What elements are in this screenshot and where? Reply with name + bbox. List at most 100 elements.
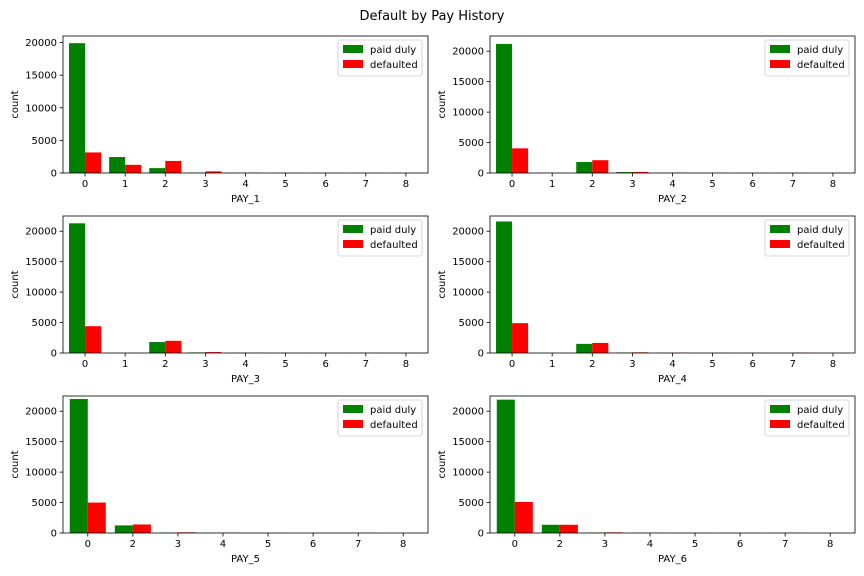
bar-paid-duly-0: [496, 43, 513, 173]
legend-swatch: [343, 60, 363, 68]
x-tick-label: 6: [323, 359, 329, 370]
x-tick-label: 6: [750, 179, 756, 190]
bar-paid-duly-2: [576, 343, 593, 353]
x-tick-label: 7: [355, 539, 361, 550]
x-tick-label: 6: [323, 179, 329, 190]
y-tick-label: 0: [51, 169, 57, 180]
x-tick-label: 8: [403, 359, 409, 370]
x-tick-label: 0: [82, 179, 88, 190]
x-tick-label: 5: [709, 179, 715, 190]
legend-label: defaulted: [370, 240, 418, 251]
x-tick-label: 0: [509, 359, 515, 370]
bar-paid-duly-2: [149, 342, 166, 353]
bar-defaulted-3: [632, 171, 649, 173]
y-tick-label: 10000: [452, 108, 484, 119]
x-tick-label: 4: [242, 359, 248, 370]
x-tick-label: 2: [162, 359, 168, 370]
bar-paid-duly-2: [149, 168, 166, 173]
legend: paid duly defaulted: [764, 39, 850, 77]
y-tick-label: 20000: [25, 38, 57, 49]
x-tick-label: 2: [589, 359, 595, 370]
subplot-pay_4: 0 1 2 3 4 5 6 7 8 0 5000 10000 15000 20000 PAY_4 count p…: [437, 215, 856, 385]
y-tick-label: 10000: [452, 288, 484, 299]
legend-swatch: [770, 420, 790, 428]
bar-defaulted-0: [85, 326, 102, 353]
legend-swatch: [770, 225, 790, 233]
bar-paid-duly-0: [69, 223, 86, 353]
x-tick-label: 2: [162, 179, 168, 190]
bar-paid-duly-0: [69, 43, 86, 174]
bar-defaulted-3: [205, 171, 222, 173]
x-tick-label: 8: [827, 539, 833, 550]
legend: paid duly defaulted: [337, 219, 423, 257]
subplot-pay_3: 0 1 2 3 4 5 6 7 8 0 5000 10000 15000 20000 PAY_3 count p…: [10, 215, 429, 385]
y-tick-label: 15000: [25, 437, 57, 448]
x-tick-label: 3: [602, 539, 608, 550]
x-tick-label: 1: [122, 359, 128, 370]
bar-paid-duly-2: [576, 162, 593, 173]
bar-defaulted-0: [512, 148, 529, 173]
x-axis-label: PAY_5: [231, 554, 260, 565]
x-axis-label: PAY_3: [231, 374, 260, 385]
x-tick-label: 1: [122, 179, 128, 190]
x-tick-label: 4: [669, 179, 675, 190]
axes-frame: [62, 395, 429, 534]
x-tick-label: 1: [549, 179, 555, 190]
x-tick-label: 7: [790, 359, 796, 370]
x-tick-label: 0: [512, 539, 518, 550]
y-tick-label: 0: [478, 169, 484, 180]
bar-defaulted-3: [205, 352, 222, 353]
legend-label: defaulted: [797, 240, 845, 251]
x-tick-label: 1: [549, 359, 555, 370]
x-tick-label: 7: [363, 179, 369, 190]
y-axis-label: count: [10, 270, 21, 298]
legend-label: defaulted: [797, 60, 845, 71]
y-axis-label: count: [10, 90, 21, 118]
bar-defaulted-2: [165, 340, 182, 353]
y-axis-label: count: [437, 90, 448, 118]
y-tick-label: 5000: [32, 318, 57, 329]
x-tick-label: 4: [242, 179, 248, 190]
bar-defaulted-2: [132, 524, 151, 533]
y-tick-label: 5000: [32, 136, 57, 147]
x-tick-label: 3: [202, 359, 208, 370]
x-axis-label: PAY_4: [658, 374, 687, 385]
legend-swatch: [770, 45, 790, 53]
subplot-pay_2: 0 1 2 3 4 5 6 7 8 0 5000 10000 15000 20000 PAY_2 count p…: [437, 35, 856, 205]
x-tick-label: 4: [647, 539, 653, 550]
x-tick-label: 3: [629, 179, 635, 190]
bar-paid-duly-0: [496, 399, 515, 533]
y-tick-label: 5000: [32, 498, 57, 509]
x-tick-label: 6: [750, 359, 756, 370]
figure-title: Default by Pay History: [359, 9, 505, 24]
x-tick-label: 5: [265, 539, 271, 550]
y-tick-label: 0: [478, 529, 484, 540]
legend-swatch: [343, 225, 363, 233]
y-tick-label: 20000: [452, 227, 484, 238]
y-tick-label: 20000: [25, 227, 57, 238]
x-axis-label: PAY_2: [658, 194, 687, 205]
axes-frame: [489, 395, 856, 534]
bar-defaulted-0: [514, 501, 533, 533]
legend-label: paid duly: [797, 225, 843, 236]
x-axis-label: PAY_1: [231, 194, 260, 205]
x-tick-label: 5: [692, 539, 698, 550]
y-tick-label: 20000: [25, 407, 57, 418]
y-tick-label: 15000: [452, 257, 484, 268]
y-tick-label: 10000: [25, 288, 57, 299]
bar-defaulted-0: [85, 152, 102, 173]
bar-defaulted-2: [592, 160, 609, 173]
y-tick-label: 5000: [459, 318, 484, 329]
x-tick-label: 3: [202, 179, 208, 190]
x-tick-label: 5: [282, 359, 288, 370]
x-tick-label: 0: [509, 179, 515, 190]
legend: paid duly defaulted: [764, 219, 850, 257]
legend: paid duly defaulted: [764, 399, 850, 437]
y-tick-label: 0: [51, 529, 57, 540]
legend-swatch: [343, 420, 363, 428]
legend-label: paid duly: [797, 45, 843, 56]
subplot-pay_6: 0 2 3 4 5 6 7 8 0 5000 10000 15000 20000 PAY_6 count pa…: [437, 395, 856, 565]
legend: paid duly defaulted: [337, 39, 423, 77]
x-tick-label: 8: [830, 359, 836, 370]
